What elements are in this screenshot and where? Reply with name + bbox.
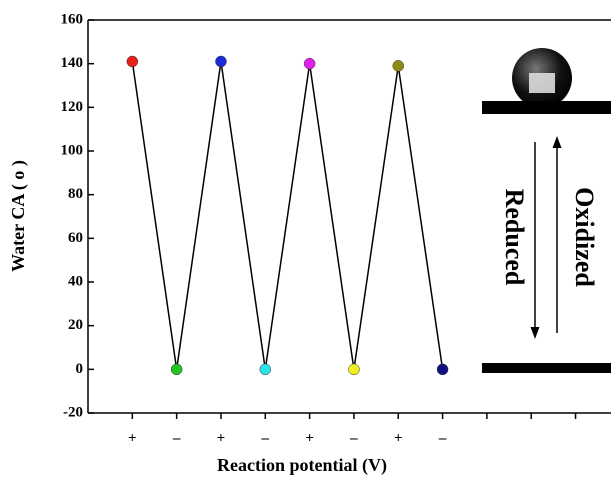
y-tick-label: -20 (63, 404, 83, 420)
y-tick-label: 100 (61, 142, 84, 158)
y-tick-label: 160 (61, 11, 84, 27)
x-tick-label: + (128, 430, 137, 446)
x-tick-label: – (438, 430, 447, 446)
x-tick-label: – (172, 430, 181, 446)
y-axis-label: Water CA ( o ) (8, 160, 29, 272)
droplet-image (482, 48, 611, 373)
data-point (259, 363, 272, 376)
x-tick-label: + (394, 430, 403, 446)
annotation: Reduced (500, 189, 529, 286)
y-tick-label: 0 (76, 361, 84, 377)
y-tick-label: 120 (61, 99, 84, 115)
y-tick-label: 40 (68, 273, 83, 289)
x-tick-label: + (217, 430, 226, 446)
data-point (348, 363, 360, 376)
data-point (436, 363, 449, 376)
y-tick-label: 140 (61, 55, 84, 71)
annotation: Oxidized (570, 187, 599, 287)
data-point (170, 363, 183, 376)
y-tick-label: 20 (68, 317, 83, 333)
x-tick-label: – (261, 430, 270, 446)
data-line (131, 61, 444, 370)
y-tick-label: 60 (68, 230, 83, 246)
x-axis-label: Reaction potential (V) (217, 455, 387, 476)
data-point (215, 55, 227, 68)
y-tick-label: 80 (68, 186, 83, 202)
x-tick-label: – (349, 430, 358, 446)
data-point (126, 55, 139, 68)
data-point (303, 57, 316, 70)
x-tick-label: + (305, 430, 314, 446)
data-point (392, 60, 405, 72)
